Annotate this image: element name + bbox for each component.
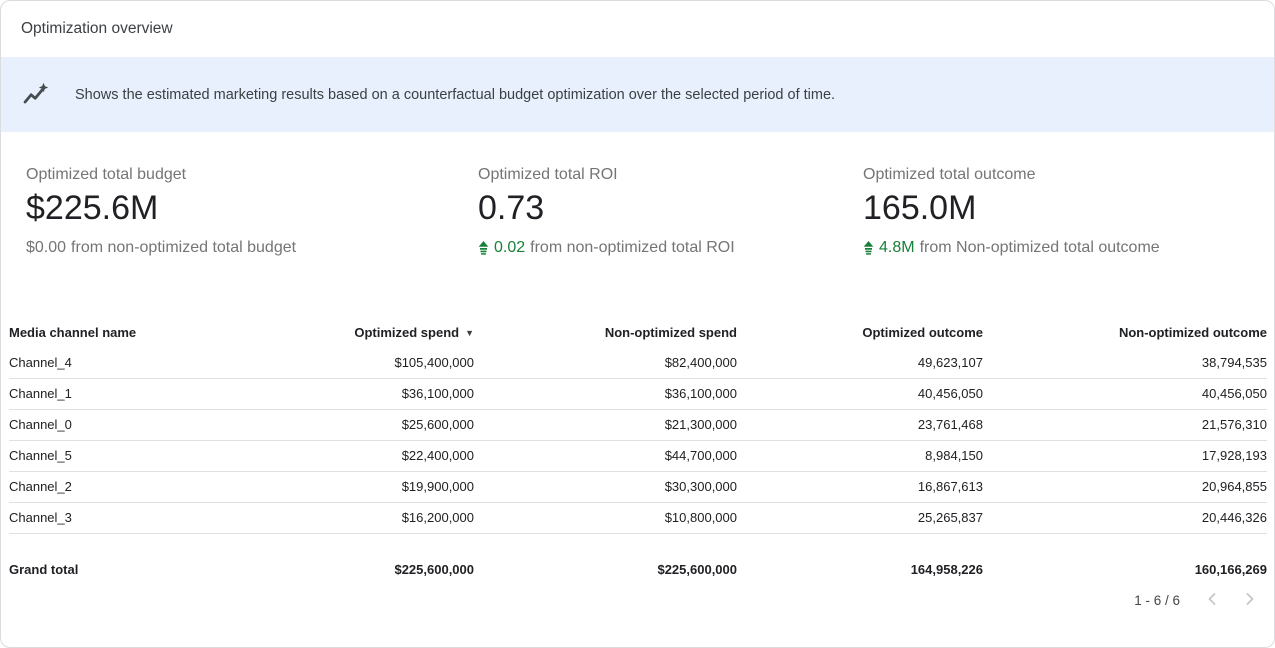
kpi-label: Optimized total outcome	[863, 166, 1036, 183]
banner-description: Shows the estimated marketing results ba…	[75, 86, 836, 103]
table-row: Channel_1 $36,100,000 $36,100,000 40,456…	[9, 378, 1267, 410]
non-optimized-spend-cell: $82,400,000	[474, 347, 737, 379]
non-optimized-outcome-cell: 40,456,050	[983, 378, 1267, 410]
channel-name-cell: Channel_1	[9, 378, 239, 410]
channel-name-cell: Channel_2	[9, 471, 239, 503]
table-row: Channel_2 $19,900,000 $30,300,000 16,867…	[9, 471, 1267, 503]
column-header-label: Non-optimized spend	[604, 324, 737, 340]
kpi-row: Optimized total budget $225.6M $0.00 fro…	[1, 132, 1274, 257]
sort-desc-icon[interactable]: ▼	[465, 327, 474, 338]
grand-total-row: Grand total $225,600,000 $225,600,000 16…	[9, 533, 1267, 577]
optimized-spend-cell: $36,100,000	[239, 378, 474, 410]
column-header-non-optimized-outcome[interactable]: Non-optimized outcome	[983, 317, 1267, 347]
column-header-optimized-spend[interactable]: Optimized spend ▼	[239, 317, 474, 347]
channel-name-cell: Channel_3	[9, 502, 239, 534]
kpi-delta: $0.00 from non-optimized total budget	[26, 238, 478, 257]
delta-suffix: from non-optimized total ROI	[530, 239, 735, 256]
non-optimized-spend-cell: $21,300,000	[474, 409, 737, 441]
delta-value: 0.02	[494, 239, 526, 256]
optimized-spend-cell: $19,900,000	[239, 471, 474, 503]
table-row: Channel_5 $22,400,000 $44,700,000 8,984,…	[9, 440, 1267, 472]
non-optimized-outcome-cell: 21,576,310	[983, 409, 1267, 441]
page-title: Optimization overview	[21, 20, 173, 37]
table-row: Channel_0 $25,600,000 $21,300,000 23,761…	[9, 409, 1267, 441]
info-banner: Shows the estimated marketing results ba…	[1, 57, 1274, 132]
chevron-right-icon	[1243, 592, 1257, 609]
table-row: Channel_3 $16,200,000 $10,800,000 25,265…	[9, 502, 1267, 534]
optimized-outcome-cell: 23,761,468	[737, 409, 983, 441]
delta-value: $0.00	[26, 239, 67, 256]
arrow-up-icon	[863, 240, 874, 255]
channel-name-cell: Channel_4	[9, 347, 239, 379]
optimized-spend-cell: $25,600,000	[239, 409, 474, 441]
non-optimized-spend-cell: $10,800,000	[474, 502, 737, 534]
optimized-outcome-cell: 40,456,050	[737, 378, 983, 410]
kpi-optimized-total-outcome: Optimized total outcome 165.0M 4.8M from…	[863, 165, 1249, 257]
grand-total-optimized-outcome: 164,958,226	[910, 561, 983, 577]
prev-page-button[interactable]	[1198, 587, 1226, 615]
delta-value: 4.8M	[879, 239, 915, 256]
optimized-outcome-cell: 25,265,837	[737, 502, 983, 534]
non-optimized-outcome-cell: 20,964,855	[983, 471, 1267, 503]
pagination: 1 - 6 / 6	[1, 587, 1264, 615]
optimized-outcome-cell: 8,984,150	[737, 440, 983, 472]
grand-total-label: Grand total	[9, 561, 79, 577]
kpi-label: Optimized total ROI	[478, 166, 618, 183]
card-header: Optimization overview	[1, 1, 1274, 57]
optimized-spend-cell: $105,400,000	[239, 347, 474, 379]
kpi-value: 0.73	[478, 189, 545, 227]
optimized-spend-cell: $16,200,000	[239, 502, 474, 534]
non-optimized-spend-cell: $36,100,000	[474, 378, 737, 410]
kpi-delta: 4.8M from Non-optimized total outcome	[863, 238, 1249, 257]
table-row: Channel_4 $105,400,000 $82,400,000 49,62…	[9, 347, 1267, 379]
kpi-value: $225.6M	[26, 189, 159, 227]
grand-total-non-optimized-outcome: 160,166,269	[1194, 561, 1267, 577]
column-header-label: Non-optimized outcome	[1118, 324, 1267, 340]
delta-suffix: from Non-optimized total outcome	[919, 239, 1160, 256]
channel-name-cell: Channel_0	[9, 409, 239, 441]
arrow-up-icon	[478, 240, 489, 255]
channel-name-cell: Channel_5	[9, 440, 239, 472]
column-header-label: Optimized spend	[354, 324, 460, 340]
next-page-button[interactable]	[1236, 587, 1264, 615]
optimized-outcome-cell: 49,623,107	[737, 347, 983, 379]
grand-total-non-optimized-spend: $225,600,000	[657, 561, 737, 577]
non-optimized-spend-cell: $44,700,000	[474, 440, 737, 472]
kpi-optimized-total-roi: Optimized total ROI 0.73 0.02 from non-o…	[478, 165, 863, 257]
non-optimized-outcome-cell: 38,794,535	[983, 347, 1267, 379]
grand-total-optimized-spend: $225,600,000	[394, 561, 474, 577]
non-optimized-spend-cell: $30,300,000	[474, 471, 737, 503]
column-header-label: Media channel name	[9, 324, 137, 340]
table-header-row: Media channel name Optimized spend ▼ Non-…	[9, 317, 1267, 347]
channel-table: Media channel name Optimized spend ▼ Non-…	[9, 317, 1267, 577]
column-header-label: Optimized outcome	[862, 324, 983, 340]
page-range: 1 - 6 / 6	[1134, 593, 1180, 608]
optimized-spend-cell: $22,400,000	[239, 440, 474, 472]
kpi-delta: 0.02 from non-optimized total ROI	[478, 238, 863, 257]
non-optimized-outcome-cell: 20,446,326	[983, 502, 1267, 534]
chevron-left-icon	[1205, 592, 1219, 609]
column-header-non-optimized-spend[interactable]: Non-optimized spend	[474, 317, 737, 347]
kpi-value: 165.0M	[863, 189, 977, 227]
delta-suffix: from non-optimized total budget	[71, 239, 297, 256]
column-header-media-channel-name[interactable]: Media channel name	[9, 317, 239, 347]
insights-icon	[21, 81, 49, 109]
non-optimized-outcome-cell: 17,928,193	[983, 440, 1267, 472]
kpi-optimized-total-budget: Optimized total budget $225.6M $0.00 fro…	[26, 165, 478, 257]
kpi-label: Optimized total budget	[26, 166, 187, 183]
column-header-optimized-outcome[interactable]: Optimized outcome	[737, 317, 983, 347]
optimized-outcome-cell: 16,867,613	[737, 471, 983, 503]
